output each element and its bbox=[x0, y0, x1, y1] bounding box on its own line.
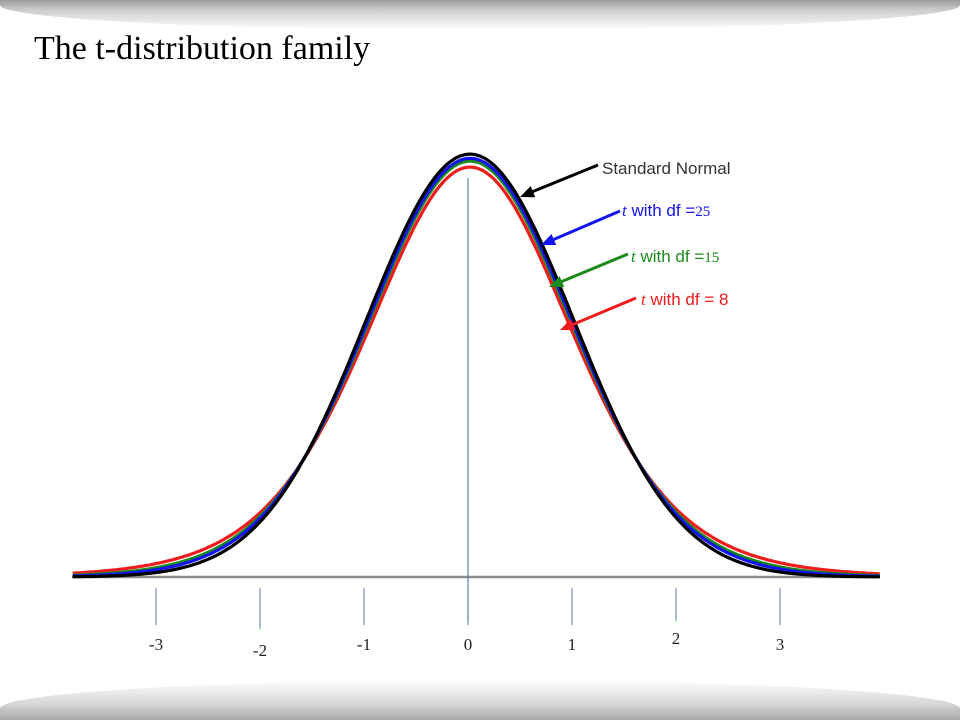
annotation-arrow-line bbox=[567, 296, 637, 328]
x-tick-label: 3 bbox=[776, 635, 785, 654]
annotation-label-part: 8 bbox=[719, 290, 728, 309]
annotation-label-part: t bbox=[641, 290, 647, 309]
annotation-arrow-line bbox=[527, 163, 599, 195]
annotation-label-part: t bbox=[622, 201, 628, 220]
annotation-df-25: t with df =25 bbox=[541, 201, 710, 245]
annotation-arrow-line bbox=[556, 252, 629, 285]
x-tick-label: 2 bbox=[672, 629, 681, 648]
annotation-standard-normal: Standard Normal bbox=[520, 159, 731, 198]
annotation-label-part: 15 bbox=[704, 250, 719, 266]
x-tick-label: 1 bbox=[568, 635, 577, 654]
annotation-label-part: Standard Normal bbox=[602, 159, 731, 178]
annotation-label-part: with df = bbox=[636, 247, 705, 266]
annotation-arrow-head bbox=[549, 276, 565, 288]
x-tick-label: 0 bbox=[464, 635, 473, 654]
annotation-arrow-line bbox=[548, 209, 621, 243]
annotation-label-part: with df = bbox=[627, 201, 696, 220]
bottom-shadow bbox=[0, 680, 960, 720]
annotation-df-8: t with df = 8 bbox=[560, 290, 728, 331]
curve-standard-normal bbox=[72, 152, 880, 579]
curve-df-25 bbox=[72, 156, 880, 578]
x-tick-label: -3 bbox=[149, 635, 163, 654]
x-tick-label: -1 bbox=[357, 635, 371, 654]
annotation-label: t with df =15 bbox=[631, 247, 719, 266]
annotation-label: t with df =25 bbox=[622, 201, 710, 220]
curve-df-8 bbox=[72, 165, 880, 576]
annotation-label: Standard Normal bbox=[602, 159, 731, 178]
annotation-label: t with df = 8 bbox=[641, 290, 728, 309]
annotation-label-part: 25 bbox=[695, 204, 710, 220]
annotation-label-part: with df = bbox=[646, 290, 719, 309]
annotation-arrow-head bbox=[520, 186, 536, 198]
slide-title: The t-distribution family bbox=[34, 30, 371, 67]
annotation-arrow-head bbox=[560, 319, 576, 331]
x-tick-label: -2 bbox=[253, 641, 267, 660]
curve-df-15 bbox=[72, 159, 880, 578]
annotation-df-15: t with df =15 bbox=[549, 247, 719, 288]
annotation-label-part: t bbox=[631, 247, 637, 266]
annotation-arrow-head bbox=[541, 233, 557, 245]
